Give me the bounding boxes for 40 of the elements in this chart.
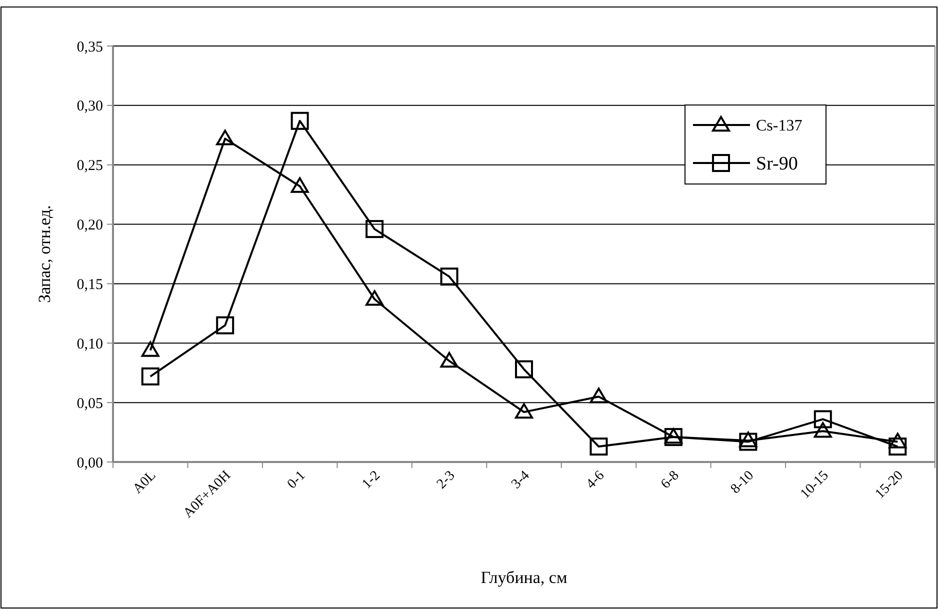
point bbox=[290, 177, 309, 193]
x-tick-label: 4-6 bbox=[584, 468, 608, 492]
point bbox=[814, 422, 832, 438]
point bbox=[141, 367, 160, 386]
x-tick-label: A0L bbox=[130, 468, 160, 497]
x-tick-label: 1-2 bbox=[360, 468, 384, 492]
x-tick-label: 3-4 bbox=[509, 468, 533, 492]
legend-label: Cs-137 bbox=[756, 118, 802, 135]
y-tick-label: 0,30 bbox=[76, 98, 103, 115]
point bbox=[515, 403, 533, 419]
y-tick-label: 0,25 bbox=[76, 158, 103, 174]
y-tick-label: 0,15 bbox=[76, 276, 103, 293]
point bbox=[440, 268, 458, 286]
point bbox=[739, 432, 758, 451]
x-tick-label: 6-8 bbox=[658, 468, 682, 492]
point bbox=[515, 360, 533, 378]
x-tick-label: 2-3 bbox=[434, 468, 458, 492]
y-tick-label: 0,20 bbox=[76, 218, 103, 234]
y-tick-label: 0,10 bbox=[76, 336, 103, 352]
x-tick-label: 8-10 bbox=[728, 468, 758, 497]
point bbox=[366, 220, 384, 238]
y-tick-label: 0,35 bbox=[76, 39, 103, 56]
x-tick-label: 0-1 bbox=[284, 468, 309, 492]
y-tick-label: 0,05 bbox=[76, 396, 103, 412]
point bbox=[141, 341, 160, 357]
point bbox=[440, 352, 458, 368]
point bbox=[366, 290, 384, 306]
legend-label: Sr-90 bbox=[756, 154, 798, 175]
point bbox=[590, 388, 608, 404]
point bbox=[290, 112, 309, 130]
point bbox=[590, 438, 608, 456]
point bbox=[888, 438, 907, 456]
x-axis-title: Глубина, см bbox=[480, 568, 568, 587]
point bbox=[814, 410, 832, 428]
point bbox=[739, 432, 758, 448]
point bbox=[216, 130, 234, 146]
point bbox=[888, 432, 907, 448]
y-axis-title: Запас, отн.ед. bbox=[35, 205, 54, 303]
y-tick-label: 0,00 bbox=[76, 455, 103, 472]
point bbox=[216, 316, 234, 334]
